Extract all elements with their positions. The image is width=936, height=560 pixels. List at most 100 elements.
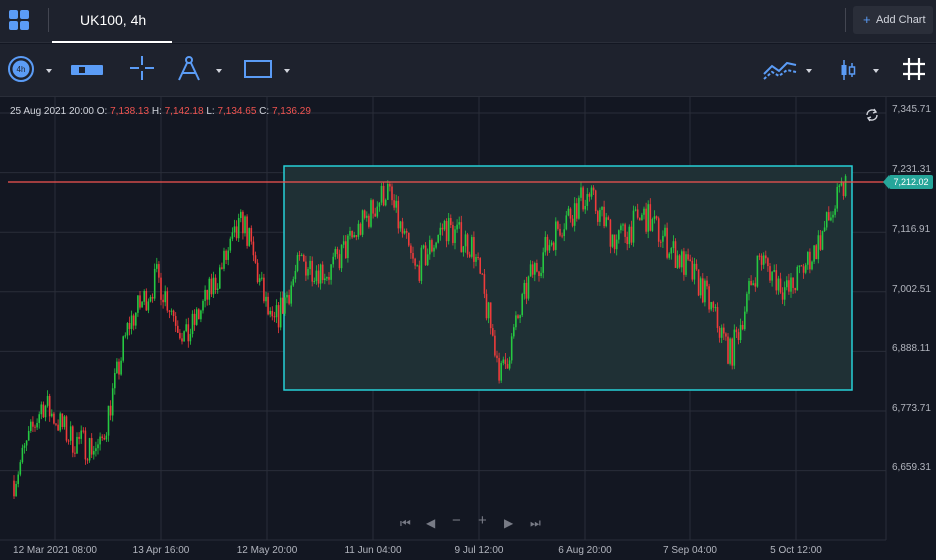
candle (246, 214, 248, 249)
candle-body (275, 305, 278, 318)
candle-body (611, 234, 614, 247)
candle (813, 245, 815, 264)
candle-body (223, 250, 225, 269)
candle-body (647, 204, 649, 232)
candle-body (246, 216, 248, 246)
candle (258, 274, 261, 286)
scroll-right-icon[interactable]: ▶ (504, 516, 514, 530)
candle (681, 249, 683, 273)
candle-body (830, 217, 832, 221)
candle (265, 291, 267, 307)
candle-body (107, 405, 110, 436)
candle-body (374, 213, 376, 217)
scroll-to-end-icon[interactable]: ⏭ (530, 516, 541, 530)
candles-icon[interactable] (840, 58, 856, 82)
candle-body (586, 194, 589, 206)
chevron-down-icon[interactable] (46, 69, 52, 73)
candle (613, 234, 616, 254)
candle-body (576, 203, 578, 219)
candle (376, 201, 379, 219)
candle-body (634, 209, 637, 211)
candle (422, 244, 425, 250)
candle-body (290, 285, 292, 304)
candle (601, 206, 603, 217)
measure-icon[interactable] (70, 64, 104, 76)
candle (538, 270, 540, 282)
candle-body (221, 267, 223, 269)
candlestick-chart[interactable] (0, 97, 936, 560)
candle-body (90, 438, 93, 455)
candle-body (298, 255, 301, 257)
candle-body (103, 437, 106, 440)
candle-body (437, 234, 439, 243)
candle-body (720, 327, 723, 338)
refresh-icon[interactable] (866, 108, 878, 122)
candle (639, 217, 641, 221)
candle-body (311, 260, 313, 282)
candle-body (790, 277, 792, 292)
candle-body (439, 227, 442, 235)
candle-body (613, 234, 616, 250)
candle (450, 214, 452, 228)
candle (303, 253, 305, 262)
layout-grid-icon[interactable] (8, 9, 30, 31)
plus-icon: + (863, 12, 871, 27)
candle-body (485, 293, 488, 319)
interval-icon[interactable]: 4h (8, 56, 34, 82)
chevron-down-icon[interactable] (873, 69, 879, 73)
candle (836, 183, 838, 212)
candle (93, 445, 95, 460)
tab-uk100-4h[interactable]: UK100, 4h (52, 0, 172, 43)
candle-body (95, 448, 97, 452)
candle-body (781, 292, 784, 300)
candle-body (809, 251, 811, 270)
range-rectangle[interactable] (283, 165, 853, 391)
candle-body (744, 311, 746, 330)
candle (42, 401, 45, 419)
grid-icon[interactable] (902, 57, 926, 81)
chevron-down-icon[interactable] (806, 69, 812, 73)
rectangle-icon[interactable] (244, 60, 272, 78)
zoom-out-icon[interactable]: − (452, 512, 461, 529)
candle-body (305, 261, 307, 276)
candle-body (212, 277, 215, 295)
candle (307, 267, 309, 280)
candle (172, 309, 175, 322)
candle (534, 261, 536, 282)
scroll-to-start-icon[interactable]: ⏮ (400, 516, 411, 530)
candle (116, 358, 118, 375)
add-chart-button[interactable]: + Add Chart (853, 6, 933, 34)
candle-body (124, 335, 127, 337)
candle-body (544, 236, 547, 253)
candle-body (676, 255, 679, 268)
candle-body (420, 247, 423, 281)
indicators-icon[interactable] (763, 58, 797, 80)
candle-body (750, 280, 752, 286)
candle (699, 276, 702, 299)
candle-body (825, 212, 828, 228)
candle-body (208, 278, 211, 300)
candle (90, 433, 93, 459)
chevron-down-icon[interactable] (216, 69, 222, 73)
candle (305, 255, 307, 282)
candle-body (578, 197, 580, 219)
candle (481, 272, 484, 275)
candle-body (531, 264, 534, 275)
candle-body (363, 210, 366, 218)
candle (15, 480, 17, 497)
candle (23, 442, 26, 454)
zoom-in-icon[interactable]: + (478, 512, 487, 529)
chevron-down-icon[interactable] (284, 69, 290, 73)
candle (641, 212, 643, 221)
tab-active-indicator (52, 41, 172, 43)
scroll-left-icon[interactable]: ◀ (426, 516, 436, 530)
candle-body (250, 228, 253, 242)
candle (691, 257, 694, 282)
crosshair-icon[interactable] (130, 56, 154, 80)
candle (687, 248, 689, 261)
candle-body (170, 310, 173, 312)
compass-icon[interactable] (176, 56, 202, 82)
candle (542, 247, 544, 279)
candle-body (678, 255, 681, 268)
candle (811, 260, 813, 271)
